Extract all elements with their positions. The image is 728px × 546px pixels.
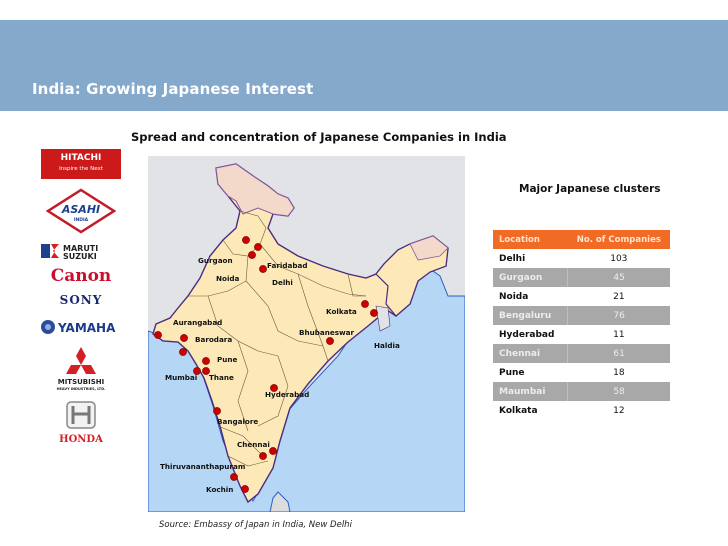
city-label-pune: Pune [217,355,238,364]
map-subtitle: Spread and concentration of Japanese Com… [131,130,507,144]
city-label-bhubaneswar: Bhubaneswar [299,328,354,337]
city-label-kochin: Kochin [206,485,233,494]
location-cell: Kolkata [499,405,538,416]
clusters-title: Major Japanese clusters [519,183,661,195]
count-cell: 11 [613,329,625,340]
svg-text:SUZUKI: SUZUKI [63,252,97,261]
svg-text:MITSUBISHI: MITSUBISHI [58,378,105,386]
city-label-haldia: Haldia [374,341,400,350]
source-note: Source: Embassy of Japan in India, New D… [159,520,352,530]
table-row: Kolkata 12 [493,401,670,420]
count-cell: 58 [567,382,670,401]
table-row: Maumbai 58 [493,382,670,401]
city-label-gurgaon: Gurgaon [198,256,233,265]
table-row: Chennai 61 [493,344,670,363]
location-cell: Noida [499,291,529,302]
india-map-graphic: Gurgaon Faridabad Noida Delhi Kolkata Ha… [147,156,466,513]
table-row: Delhi 103 [493,249,670,268]
header-band [0,20,728,111]
city-label-kolkata: Kolkata [326,307,357,316]
location-cell: Bengaluru [493,306,568,325]
asahi-logo: ASAHI INDIA [38,187,124,235]
location-cell: Chennai [493,344,568,363]
location-cell: Delhi [499,253,526,264]
svg-text:HEAVY INDUSTRIES, LTD.: HEAVY INDUSTRIES, LTD. [57,387,106,391]
column-header-count: No. of Companies [567,230,670,249]
table-row: Noida 21 [493,287,670,306]
yamaha-logo: YAMAHA [38,317,124,337]
table-header-row: Location No. of Companies [493,230,670,249]
clusters-table: Location No. of Companies Delhi 103 Gurg… [493,230,670,420]
honda-logo: HONDA [38,400,124,446]
location-cell: Pune [499,367,525,378]
table-row: Pune 18 [493,363,670,382]
count-cell: 103 [610,253,628,264]
location-cell: Gurgaon [493,268,568,287]
mitsubishi-logo: MITSUBISHI HEAVY INDUSTRIES, LTD. [38,345,124,393]
count-cell: 18 [613,367,625,378]
slide-title: India: Growing Japanese Interest [32,80,314,98]
canon-logo: Canon [50,266,112,286]
city-label-bangalore: Bangalore [217,417,258,426]
city-label-chennai: Chennai [237,440,270,449]
india-map: Gurgaon Faridabad Noida Delhi Kolkata Ha… [147,156,466,513]
table-row: Bengaluru 76 [493,306,670,325]
svg-text:ASAHI: ASAHI [61,203,100,216]
asahi-diamond-icon: ASAHI INDIA [46,188,116,234]
location-cell: Hyderabad [499,329,555,340]
table-row: Hyderabad 11 [493,325,670,344]
count-cell: 61 [567,344,670,363]
city-label-barodara: Barodara [195,335,232,344]
city-labels: Gurgaon Faridabad Noida Delhi Kolkata Ha… [160,256,400,494]
location-cell: Maumbai [493,382,568,401]
city-label-delhi: Delhi [272,278,293,287]
city-label-faridabad: Faridabad [267,261,307,270]
count-cell: 45 [567,268,670,287]
count-cell: 12 [613,405,625,416]
svg-text:YAMAHA: YAMAHA [57,321,116,335]
svg-text:HONDA: HONDA [59,434,103,445]
svg-text:INDIA: INDIA [74,217,89,223]
column-header-location: Location [493,230,568,249]
city-label-hyderabad: Hyderabad [265,390,309,399]
sony-logo: SONY [59,293,103,307]
count-cell: 21 [613,291,625,302]
city-label-noida: Noida [216,274,240,283]
maruti-suzuki-logo: MARUTI SUZUKI [38,240,124,262]
city-markers [154,236,378,493]
city-label-aurangabad: Aurangabad [173,318,222,327]
city-label-thiruvananthapuram: Thiruvananthapuram [160,462,245,471]
city-label-mumbai: Mumbai [165,373,197,382]
count-cell: 76 [567,306,670,325]
table-row: Gurgaon 45 [493,268,670,287]
city-label-thane: Thane [209,373,234,382]
svg-text:MARUTI: MARUTI [63,244,98,253]
hitachi-logo: HITACHI Inspire the Next [38,148,124,180]
